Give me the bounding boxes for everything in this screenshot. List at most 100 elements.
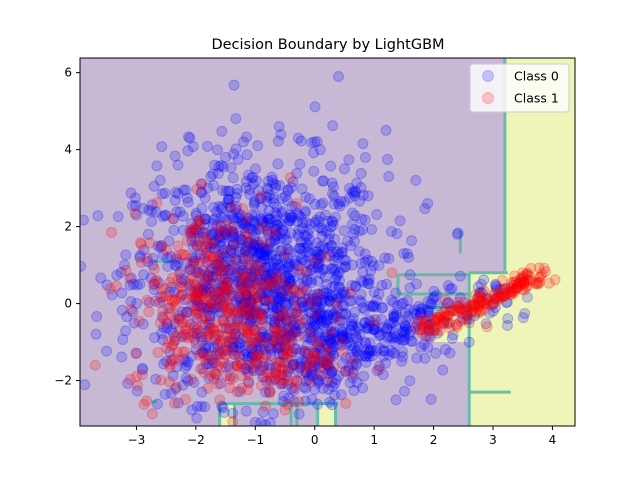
- class-0-point: [204, 310, 216, 322]
- class-0-point: [283, 322, 295, 334]
- class-0-point: [206, 354, 218, 366]
- class-0-point: [415, 341, 427, 353]
- class-0-point: [464, 313, 476, 325]
- class-0-point: [250, 175, 262, 187]
- class-0-point: [208, 289, 220, 301]
- class-0-point: [346, 218, 358, 230]
- class-0-point: [216, 281, 228, 293]
- class-1-point: [488, 290, 500, 302]
- class-0-point: [406, 335, 418, 347]
- class-0-point: [214, 249, 226, 261]
- class-0-point: [225, 286, 237, 298]
- class-0-point: [336, 288, 348, 300]
- class-1-point: [124, 373, 136, 385]
- class-0-point: [289, 326, 301, 338]
- class-1-point: [461, 306, 473, 318]
- class-1-point: [223, 260, 235, 272]
- class-0-point: [326, 376, 338, 388]
- class-1-point: [494, 293, 506, 305]
- class-0-point: [368, 319, 380, 331]
- class-0-point: [378, 350, 390, 362]
- class-0-point: [334, 275, 346, 287]
- class-0-point: [323, 361, 335, 373]
- class-0-point: [246, 237, 258, 249]
- class-1-point: [178, 249, 190, 261]
- class-0-point: [305, 322, 317, 334]
- class-0-point: [297, 309, 309, 321]
- class-1-point: [516, 283, 528, 295]
- class-1-point: [180, 322, 192, 334]
- class-1-point: [539, 266, 551, 278]
- class-0-point: [191, 323, 203, 335]
- class-0-point: [303, 374, 315, 386]
- class-1-point: [221, 286, 233, 298]
- class-0-point: [248, 220, 260, 232]
- class-0-point: [420, 330, 432, 342]
- class-0-point: [268, 192, 280, 204]
- class-0-point: [236, 307, 248, 319]
- class-0-point: [293, 260, 305, 272]
- class-0-point: [280, 314, 292, 326]
- class-0-point: [277, 395, 289, 407]
- class-0-point: [248, 263, 260, 275]
- class-0-point: [291, 167, 303, 179]
- class-0-point: [242, 250, 254, 262]
- class-0-point: [260, 386, 272, 398]
- class-1-point: [416, 320, 428, 332]
- class-0-point: [364, 344, 376, 356]
- class-0-point: [216, 203, 228, 215]
- class-0-point: [233, 291, 245, 303]
- class-0-point: [191, 295, 203, 307]
- class-0-point: [329, 311, 341, 323]
- class-1-point: [469, 299, 481, 311]
- class-0-point: [331, 338, 343, 350]
- class-1-point: [221, 369, 233, 381]
- class-0-point: [301, 273, 313, 285]
- class-0-point: [241, 268, 253, 280]
- class-0-point: [303, 259, 315, 271]
- class-0-point: [303, 224, 315, 236]
- class-1-point: [255, 190, 267, 202]
- class-1-point: [256, 356, 268, 368]
- class-1-point: [151, 274, 163, 286]
- class-0-point: [428, 285, 440, 297]
- class-0-point: [359, 214, 371, 226]
- class-0-point: [339, 308, 351, 320]
- class-0-point: [330, 296, 342, 308]
- class-0-point: [247, 245, 259, 257]
- class-0-point: [336, 307, 348, 319]
- class-1-point: [307, 350, 319, 362]
- class-0-point: [293, 366, 305, 378]
- class-0-point: [182, 306, 194, 318]
- class-0-point: [274, 317, 286, 329]
- class-0-point: [274, 262, 286, 274]
- class-0-point: [210, 212, 222, 224]
- class-0-point: [309, 302, 321, 314]
- class-0-point: [327, 120, 339, 132]
- class-0-point: [475, 278, 487, 290]
- class-1-point: [340, 397, 352, 409]
- class-0-point: [338, 163, 350, 175]
- class-0-point: [415, 307, 427, 319]
- class-0-point: [256, 287, 268, 299]
- class-0-point: [209, 242, 221, 254]
- class-0-point: [239, 271, 251, 283]
- class-0-point: [225, 244, 237, 256]
- class-0-point: [232, 154, 244, 166]
- class-0-point: [185, 230, 197, 242]
- class-0-point: [205, 298, 217, 310]
- class-0-point: [254, 275, 266, 287]
- class-0-point: [322, 353, 334, 365]
- class-0-point: [271, 230, 283, 242]
- class-1-point: [216, 315, 228, 327]
- class-0-point: [349, 223, 361, 235]
- class-0-point: [230, 113, 242, 125]
- class-0-point: [221, 344, 233, 356]
- class-0-point: [305, 366, 317, 378]
- class-0-point: [161, 252, 173, 264]
- class-0-point: [215, 225, 227, 237]
- class-0-point: [334, 292, 346, 304]
- class-1-point: [277, 305, 289, 317]
- x-tick-label: −1: [246, 433, 264, 447]
- class-0-point: [328, 265, 340, 277]
